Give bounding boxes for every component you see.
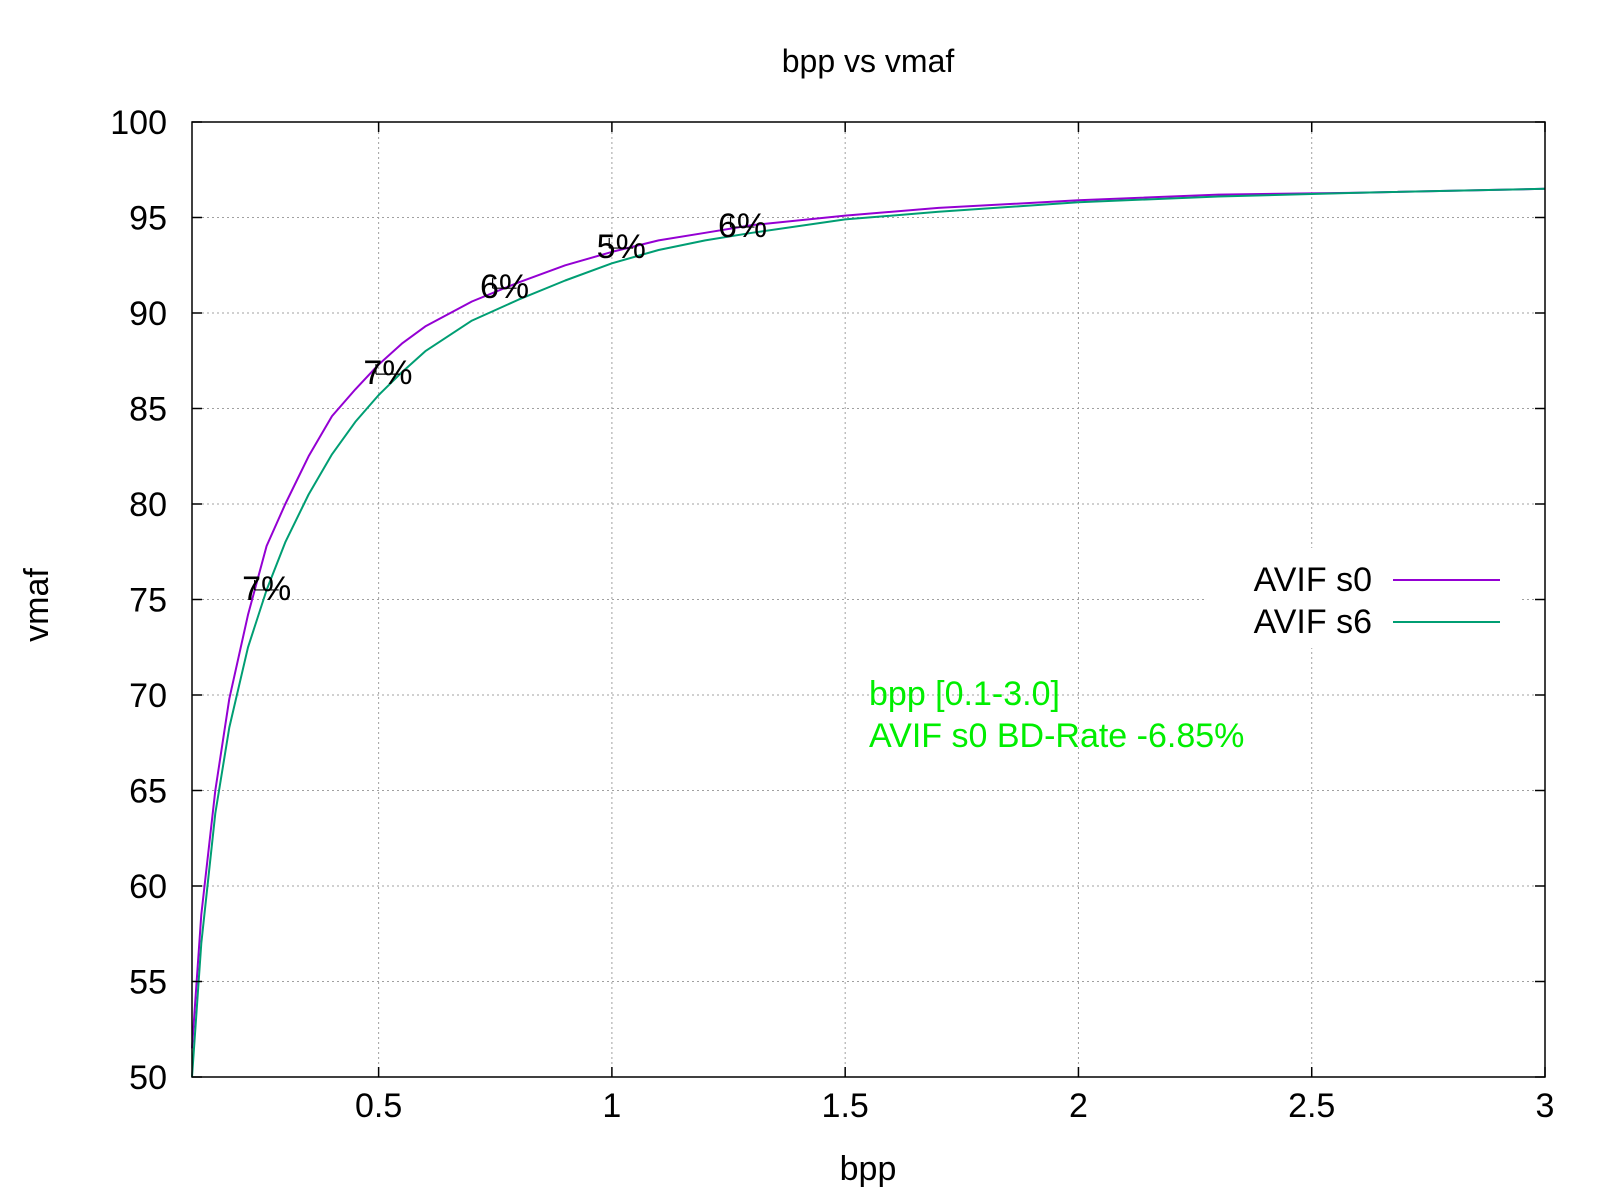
y-tick-label: 90 — [129, 295, 167, 333]
y-tick-label: 55 — [129, 964, 167, 1002]
y-tick-label: 80 — [129, 486, 167, 524]
x-tick-label: 1 — [602, 1087, 621, 1125]
bd-rate-label: 6% — [480, 268, 529, 306]
x-tick-label: 3 — [1536, 1087, 1555, 1125]
bd-rate-bracket — [729, 217, 755, 228]
bd-rate-label: 7% — [242, 570, 291, 608]
bd-rate-bracket — [254, 579, 279, 591]
series-lines — [191, 187, 1546, 1078]
y-tick-label: 60 — [129, 868, 167, 906]
y-tick-label: 95 — [129, 200, 167, 238]
bd-rate-label: 7% — [363, 354, 412, 392]
bd-rate-note: AVIF s0 BD-Rate -6.85% — [869, 717, 1244, 755]
y-axis-label: vmaf — [18, 568, 56, 642]
axis-ticks: 0.5 1 1.5 2 2.5 3 50 55 60 65 70 75 80 85 90 95 100 — [110, 104, 1554, 1125]
x-tick-label: 2.5 — [1288, 1087, 1335, 1125]
y-tick-label: 50 — [129, 1059, 167, 1097]
y-tick-label: 100 — [110, 104, 167, 142]
legend-label-avif-s0: AVIF s0 — [1254, 561, 1372, 599]
x-axis-label: bpp — [840, 1150, 897, 1188]
x-tick-label: 2 — [1069, 1087, 1088, 1125]
bpp-range-note: bpp [0.1-3.0] — [869, 675, 1060, 713]
bd-rate-bracket — [608, 238, 634, 249]
series-line-avif-s0 — [191, 187, 1546, 1049]
bd-rate-bracket — [491, 278, 517, 289]
series-line-avif-s6 — [191, 187, 1546, 1078]
bd-rate-label: 6% — [718, 207, 767, 245]
bd-rate-bracket — [375, 364, 400, 375]
chart-title: bpp vs vmaf — [782, 43, 955, 79]
y-tick-label: 85 — [129, 391, 167, 429]
x-tick-label: 1.5 — [822, 1087, 869, 1125]
y-tick-label: 65 — [129, 773, 167, 811]
bd-rate-annotations: 7% 7% 6% 5% 6% — [242, 207, 767, 608]
bd-rate-label: 5% — [597, 228, 646, 266]
bd-rate-summary: bpp [0.1-3.0] AVIF s0 BD-Rate -6.85% — [869, 675, 1244, 755]
legend-background — [1205, 548, 1520, 648]
y-tick-label: 75 — [129, 582, 167, 620]
legend: AVIF s0 AVIF s6 — [1205, 548, 1520, 648]
x-tick-label: 0.5 — [355, 1087, 402, 1125]
legend-label-avif-s6: AVIF s6 — [1254, 603, 1372, 641]
y-tick-label: 70 — [129, 677, 167, 715]
